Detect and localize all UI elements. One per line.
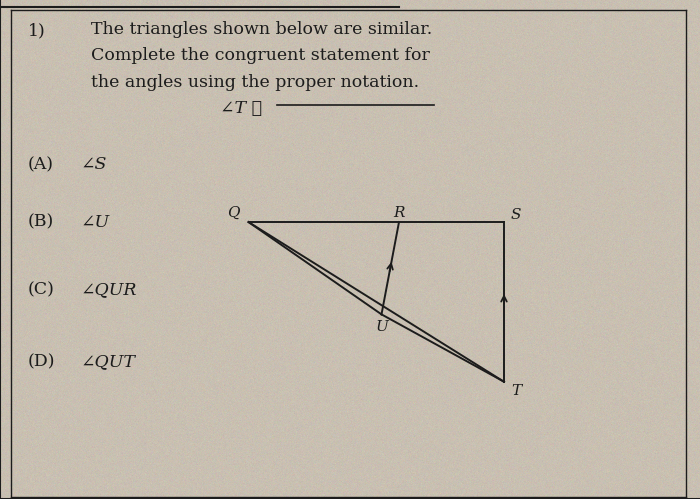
Text: S: S — [510, 208, 521, 222]
Text: (A): (A) — [28, 156, 54, 173]
Text: T: T — [512, 384, 522, 398]
Text: The triangles shown below are similar.: The triangles shown below are similar. — [91, 21, 433, 38]
Text: (B): (B) — [28, 214, 55, 231]
Text: ∠U: ∠U — [80, 214, 110, 231]
Text: Q: Q — [227, 206, 239, 220]
Text: Complete the congruent statement for: Complete the congruent statement for — [91, 47, 430, 64]
Text: U: U — [375, 320, 388, 334]
Text: ∠T ≅: ∠T ≅ — [220, 100, 262, 117]
Text: 1): 1) — [28, 22, 46, 39]
Text: R: R — [393, 206, 405, 220]
Text: ∠QUR: ∠QUR — [80, 281, 137, 298]
Text: ∠QUT: ∠QUT — [80, 353, 136, 370]
Text: the angles using the proper notation.: the angles using the proper notation. — [91, 74, 419, 91]
Text: (D): (D) — [28, 353, 55, 370]
Text: (C): (C) — [28, 281, 55, 298]
Text: ∠S: ∠S — [80, 156, 107, 173]
